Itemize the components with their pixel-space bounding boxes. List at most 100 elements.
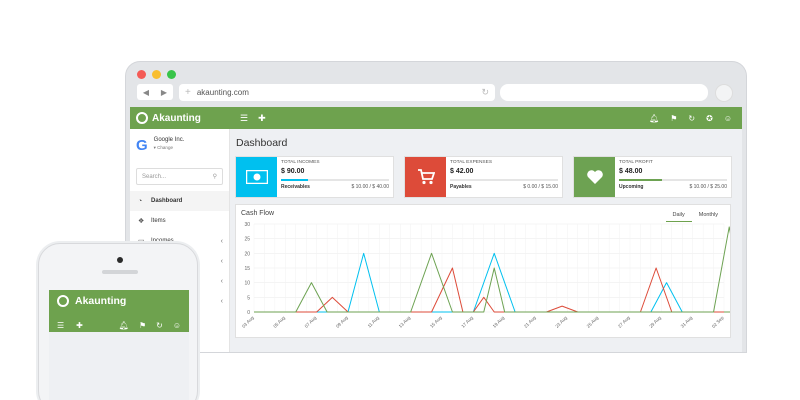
sidebar-item-dashboard[interactable]: ◔ Dashboard [130, 191, 229, 211]
card-label: TOTAL EXPENSES [450, 160, 493, 165]
x-tick-label: 29 Aug [648, 315, 662, 329]
refresh-icon[interactable]: ↻ [688, 113, 696, 123]
help-icon[interactable]: ✪ [706, 113, 713, 123]
flag-icon[interactable]: ⚑ [670, 113, 678, 123]
minimize-window-dot[interactable] [152, 70, 161, 79]
progress-bar [450, 179, 558, 181]
x-tick-label: 31 Aug [680, 315, 694, 329]
x-tick-label: 05 Aug [272, 315, 286, 329]
heart-icon [574, 157, 615, 197]
company-name: Google Inc. [153, 137, 185, 143]
x-tick-label: 17 Aug [460, 315, 474, 329]
close-window-dot[interactable] [137, 70, 146, 79]
card-foot-label: Payables [450, 183, 472, 190]
phone-speaker [102, 270, 138, 274]
reload-icon[interactable]: ↻ [481, 87, 489, 97]
address-bar[interactable]: + akaunting.com ↻ [179, 84, 495, 101]
tab-monthly[interactable]: Monthly [698, 212, 718, 218]
dashboard-icon: ◔ [138, 197, 143, 205]
browser-search-field[interactable] [500, 84, 708, 101]
cash-flow-tabs: Daily Monthly [665, 209, 726, 222]
plus-icon[interactable]: ✚ [76, 321, 83, 330]
card-foot-label: Upcoming [619, 183, 644, 190]
card-body: TOTAL EXPENSES $ 42.00 Payables $ 0.00 /… [446, 157, 562, 197]
cash-flow-panel: Cash Flow Daily Monthly 0 5 10 15 20 25 30 03 A… [236, 205, 730, 337]
cash-flow-title: Cash Flow [241, 210, 275, 217]
maximize-window-dot[interactable] [167, 70, 176, 79]
card-value: $ 48.00 [619, 168, 643, 175]
bell-icon[interactable]: 🔔︎ [649, 113, 660, 123]
cash-flow-chart: 0 5 10 15 20 25 30 03 Aug 05 Aug 07 Aug 09 Aug 11 A… [241, 222, 730, 329]
user-icon[interactable]: ☺ [723, 113, 732, 123]
refresh-icon[interactable]: ↻ [156, 321, 163, 330]
akaunting-app: Akaunting ☰ ✚ 🔔︎ ⚑ ↻ ✪ ☺ G Google Inc. [130, 107, 742, 352]
series-line [254, 267, 724, 313]
browser-extension-button[interactable] [715, 84, 733, 102]
x-tick-label: 02 Sep [711, 315, 725, 329]
total-incomes-card[interactable]: TOTAL INCOMES $ 90.00 Receivables $ 10.0… [236, 157, 393, 197]
company-change-link[interactable]: ▾ Change [153, 145, 173, 150]
sidebar-search-input[interactable]: Search... ⚲ [136, 168, 223, 185]
flag-icon[interactable]: ⚑ [138, 321, 147, 330]
sidebar-item-label: Dashboard [151, 198, 183, 204]
card-label: TOTAL PROFIT [619, 160, 653, 165]
card-foot-value: $ 10.00 / $ 25.00 [689, 183, 727, 190]
y-tick-label: 20 [244, 251, 250, 257]
sidebar-item-collapsed[interactable]: ‹ [130, 291, 229, 311]
company-switcher[interactable]: G Google Inc. ▾ Change [130, 129, 229, 162]
user-icon[interactable]: ☺ [172, 321, 181, 330]
search-icon[interactable]: ⚲ [212, 174, 217, 180]
card-value: $ 90.00 [281, 168, 305, 175]
series-line [254, 252, 724, 313]
x-tick-label: 27 Aug [617, 315, 631, 329]
menu-icon[interactable]: ☰ [240, 112, 249, 123]
browser-window: ◀ ▶ + akaunting.com ↻ Akaunting ☰ ✚ 🔔︎ ⚑… [126, 62, 746, 352]
new-tab-icon[interactable]: + [185, 87, 191, 98]
phone-toolbar: ☰ ✚ 🔔︎ ⚑ ↻ ☺ [49, 307, 189, 330]
bell-icon[interactable]: 🔔︎ [118, 321, 129, 330]
akaunting-logo-icon [136, 112, 148, 124]
sidebar-item-items[interactable]: ❖ Items [130, 211, 229, 231]
card-foot-label: Receivables [281, 183, 310, 190]
brand-name: Akaunting [152, 112, 201, 124]
total-profit-card[interactable]: TOTAL PROFIT $ 48.00 Upcoming $ 10.00 / … [574, 157, 731, 197]
money-icon [236, 157, 277, 197]
chevron-left-icon: ‹ [220, 297, 223, 305]
card-footer: Upcoming $ 10.00 / $ 25.00 [619, 184, 727, 190]
card-body: TOTAL PROFIT $ 48.00 Upcoming $ 10.00 / … [615, 157, 731, 197]
brand[interactable]: Akaunting [130, 112, 230, 124]
x-tick-label: 19 Aug [492, 315, 506, 329]
card-value: $ 42.00 [450, 168, 474, 175]
phone-screen: Akaunting ☰ ✚ 🔔︎ ⚑ ↻ ☺ [49, 290, 189, 400]
progress-bar [619, 179, 727, 181]
y-tick-label: 0 [247, 310, 250, 316]
menu-icon[interactable]: ☰ [57, 321, 65, 330]
shopping-cart-icon [405, 157, 446, 197]
chevron-left-icon: ‹ [220, 237, 223, 245]
summary-cards: TOTAL INCOMES $ 90.00 Receivables $ 10.0… [236, 157, 736, 197]
x-tick-label: 07 Aug [304, 315, 318, 329]
tab-daily[interactable]: Daily [665, 209, 692, 222]
total-expenses-card[interactable]: TOTAL EXPENSES $ 42.00 Payables $ 0.00 /… [405, 157, 562, 197]
plus-icon[interactable]: ✚ [258, 112, 266, 123]
back-icon[interactable]: ◀ [142, 87, 150, 97]
sidebar-item-label: Incomes [151, 238, 174, 244]
series-line [254, 226, 730, 313]
x-tick-label: 25 Aug [586, 315, 600, 329]
sidebar-item-collapsed[interactable]: ‹ [130, 251, 229, 271]
forward-icon[interactable]: ▶ [160, 87, 168, 97]
url-text[interactable]: akaunting.com [196, 88, 249, 97]
x-tick-label: 21 Aug [523, 315, 537, 329]
y-tick-label: 5 [247, 295, 250, 301]
y-tick-label: 25 [244, 237, 250, 243]
incomes-icon: ▭ [138, 238, 145, 245]
sidebar-item-collapsed[interactable]: ‹ [130, 271, 229, 291]
page-title: Dashboard [236, 137, 288, 149]
phone-brand[interactable]: Akaunting [49, 290, 189, 307]
progress-fill [619, 179, 663, 181]
akaunting-logo-icon [57, 295, 69, 307]
card-foot-value: $ 10.00 / $ 40.00 [351, 183, 389, 190]
sidebar-item-incomes[interactable]: ▭ Incomes ‹ [130, 231, 229, 251]
x-tick-label: 11 Aug [367, 315, 381, 329]
google-logo-icon: G [136, 137, 148, 154]
